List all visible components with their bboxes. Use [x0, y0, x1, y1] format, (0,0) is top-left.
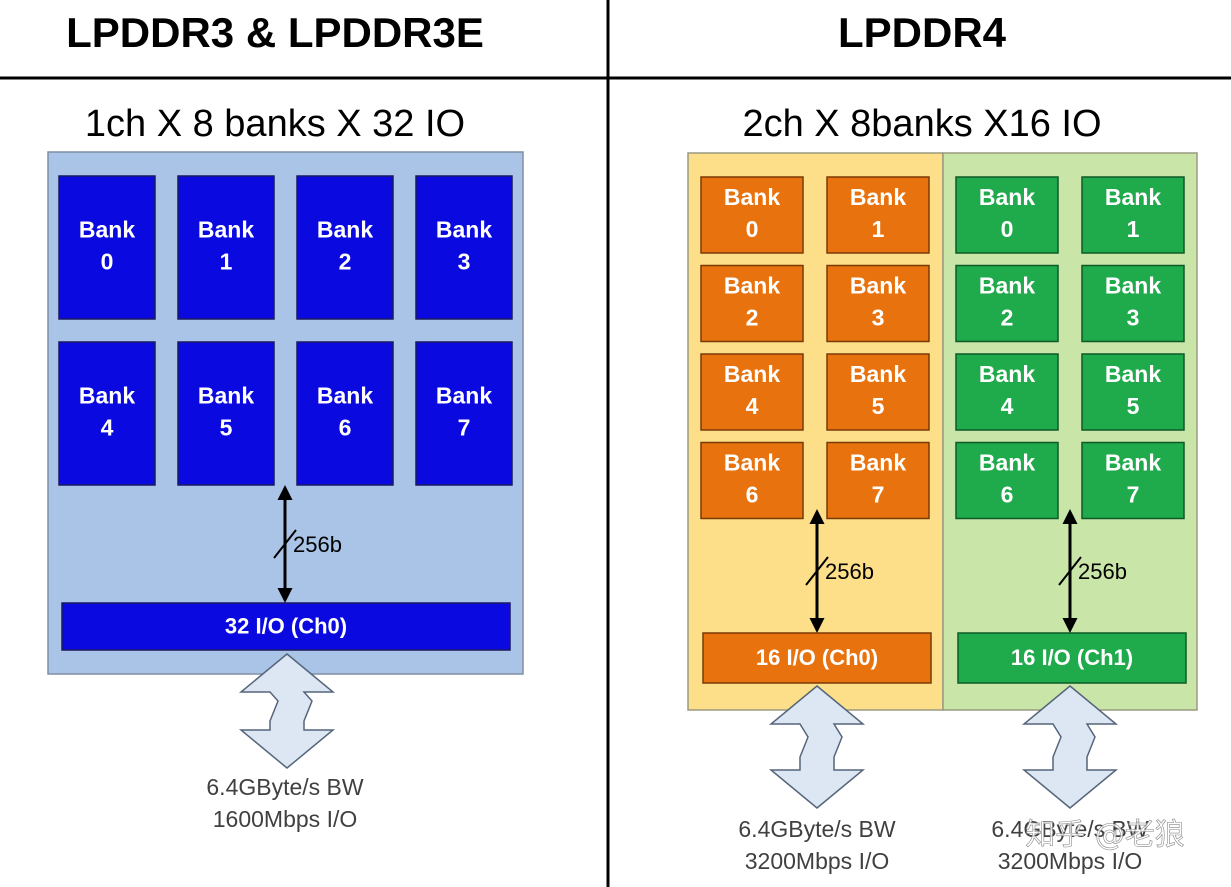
bank-label: Bank	[436, 383, 492, 409]
header-left: LPDDR3 & LPDDR3E	[66, 9, 484, 56]
bank-label: Bank	[1105, 184, 1161, 210]
bank-label: Bank	[850, 184, 906, 210]
bank	[955, 353, 1059, 431]
io-label: 32 I/O (Ch0)	[225, 613, 347, 638]
bank	[955, 176, 1059, 254]
bank-label: Bank	[79, 217, 135, 243]
bank-label: Bank	[1105, 273, 1161, 299]
bank-label: Bank	[317, 217, 373, 243]
io-arrow	[768, 685, 866, 809]
bank-label: Bank	[979, 450, 1035, 476]
subtitle-right: 2ch X 8banks X16 IO	[742, 103, 1101, 145]
io-label: 16 I/O (Ch1)	[1011, 645, 1133, 670]
bus-slash	[273, 529, 297, 559]
bank	[826, 176, 930, 254]
bandwidth: 6.4GByte/s BW	[206, 774, 364, 800]
bank	[826, 353, 930, 431]
bank-label: Bank	[724, 184, 780, 210]
bank-number: 1	[872, 216, 885, 242]
bank-number: 0	[746, 216, 759, 242]
io-arrow	[1021, 685, 1119, 809]
io-label: 16 I/O (Ch0)	[756, 645, 878, 670]
bank-label: Bank	[198, 217, 254, 243]
io-bar	[61, 602, 511, 651]
bus-width: 256b	[1078, 559, 1127, 584]
bank-number: 6	[339, 415, 352, 441]
watermark: 知乎 @老狼	[1025, 818, 1185, 853]
bank-number: 5	[872, 393, 885, 419]
bank	[826, 441, 930, 520]
bank-number: 3	[872, 305, 885, 331]
bandwidth: 6.4GByte/s BW	[738, 816, 896, 842]
bandwidth: 6.4GByte/s BW	[991, 816, 1149, 842]
bank-label: Bank	[724, 361, 780, 387]
bank-number: 2	[339, 249, 352, 275]
bank-label: Bank	[436, 217, 492, 243]
bank-number: 7	[872, 482, 885, 508]
io-rate: 1600Mbps I/O	[213, 806, 357, 832]
bank-number: 7	[458, 415, 471, 441]
bank-number: 0	[1001, 216, 1014, 242]
io-rate: 3200Mbps I/O	[998, 848, 1142, 874]
bank-number: 5	[220, 415, 233, 441]
bank	[1081, 353, 1185, 431]
bus-slash	[1058, 556, 1082, 586]
bank-label: Bank	[724, 273, 780, 299]
bank	[415, 175, 513, 320]
io-bar	[957, 632, 1187, 684]
bank-label: Bank	[724, 450, 780, 476]
bank-label: Bank	[850, 450, 906, 476]
bank	[296, 341, 394, 486]
bank-number: 2	[746, 305, 759, 331]
bank-label: Bank	[979, 273, 1035, 299]
bank	[58, 341, 156, 486]
bank	[700, 176, 804, 254]
bank	[955, 264, 1059, 343]
bank	[177, 175, 275, 320]
bank	[700, 441, 804, 520]
bank	[415, 341, 513, 486]
bank	[296, 175, 394, 320]
io-bar	[702, 632, 932, 684]
io-rate: 3200Mbps I/O	[745, 848, 889, 874]
bank-number: 5	[1127, 393, 1140, 419]
bank-number: 7	[1127, 482, 1140, 508]
bank-label: Bank	[979, 361, 1035, 387]
bank-label: Bank	[1105, 450, 1161, 476]
bank-number: 3	[458, 249, 471, 275]
bank	[1081, 264, 1185, 343]
bank-number: 4	[101, 415, 114, 441]
bus-width: 256b	[825, 559, 874, 584]
bank	[700, 264, 804, 343]
bank-label: Bank	[979, 184, 1035, 210]
bank	[700, 353, 804, 431]
bank	[58, 175, 156, 320]
bank-number: 2	[1001, 305, 1014, 331]
bank	[826, 264, 930, 343]
subtitle-left: 1ch X 8 banks X 32 IO	[85, 103, 465, 145]
bus-width: 256b	[293, 532, 342, 557]
io-arrow	[238, 653, 336, 769]
bank-label: Bank	[317, 383, 373, 409]
bank-label: Bank	[850, 361, 906, 387]
bank-label: Bank	[198, 383, 254, 409]
bank	[1081, 441, 1185, 520]
bank-number: 0	[101, 249, 114, 275]
bank-number: 6	[746, 482, 759, 508]
bank	[955, 441, 1059, 520]
bank-label: Bank	[850, 273, 906, 299]
bank-number: 6	[1001, 482, 1014, 508]
bus-slash	[805, 556, 829, 586]
bank-number: 1	[1127, 216, 1140, 242]
header-right: LPDDR4	[838, 9, 1007, 56]
bank	[177, 341, 275, 486]
bank-number: 4	[746, 393, 759, 419]
bank-number: 3	[1127, 305, 1140, 331]
bank-number: 1	[220, 249, 233, 275]
bank-label: Bank	[79, 383, 135, 409]
bank-label: Bank	[1105, 361, 1161, 387]
bank-number: 4	[1001, 393, 1014, 419]
bank	[1081, 176, 1185, 254]
